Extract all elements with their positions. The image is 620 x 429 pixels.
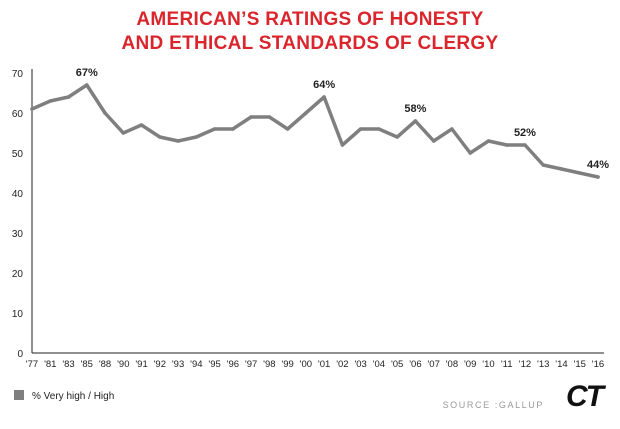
x-tick-label: '12 — [519, 359, 531, 370]
data-point — [413, 119, 418, 123]
data-point — [30, 107, 34, 111]
y-tick-labels: 0 10 20 30 40 50 60 70 — [12, 69, 24, 360]
x-tick-label: '97 — [245, 359, 257, 370]
x-tick-label: '10 — [482, 359, 494, 370]
x-tick-label: '01 — [318, 359, 330, 370]
data-label: 52% — [514, 127, 536, 139]
y-tick-label: 50 — [12, 149, 24, 160]
data-point — [431, 139, 436, 143]
x-tick-label: '11 — [501, 359, 513, 370]
data-point — [559, 167, 564, 171]
x-tick-label: '81 — [44, 359, 56, 370]
x-tick-labels: '77 '81 '83 '85 '88 '90 '91 '92 '93 '94 '95 '96 '97 '… — [26, 359, 604, 370]
x-tick-label: '83 — [62, 359, 74, 370]
chart-title-line-2: AND ETHICAL STANDARDS OF CLERGY — [122, 33, 499, 54]
data-point — [121, 131, 126, 135]
x-tick-label: '08 — [446, 359, 458, 370]
data-point — [249, 115, 253, 119]
x-tick-label: '93 — [172, 359, 184, 370]
data-point — [596, 175, 600, 179]
data-point — [66, 95, 71, 99]
data-point — [358, 127, 363, 131]
x-tick-label: '90 — [117, 359, 129, 370]
y-tick-label: 20 — [12, 269, 24, 280]
y-tick-label: 60 — [12, 109, 24, 120]
data-point — [212, 127, 217, 131]
y-tick-label: 30 — [12, 229, 24, 240]
data-label: 58% — [404, 103, 426, 115]
data-point — [504, 143, 509, 147]
x-tick-label: '04 — [373, 359, 385, 370]
series-line — [30, 83, 600, 179]
data-point — [541, 163, 546, 167]
legend-label: % Very high / High — [32, 391, 114, 402]
data-point — [285, 127, 290, 131]
data-label: 64% — [313, 79, 335, 91]
x-tick-label: '00 — [300, 359, 312, 370]
data-point — [486, 139, 491, 143]
x-tick-label: '91 — [135, 359, 147, 370]
source-note: SOURCE :GALLUP — [443, 400, 544, 410]
x-tick-label: '14 — [555, 359, 567, 370]
data-point — [84, 83, 89, 87]
x-tick-label: '02 — [336, 359, 348, 370]
x-tick-label: '98 — [263, 359, 275, 370]
data-point — [304, 111, 308, 115]
x-tick-label: '06 — [409, 359, 421, 370]
data-point — [395, 135, 399, 139]
x-tick-label: '94 — [190, 359, 202, 370]
x-tick-label: '07 — [427, 359, 439, 370]
x-tick-label: '99 — [281, 359, 293, 370]
ct-logo: CT — [566, 380, 607, 413]
data-point — [139, 123, 144, 127]
data-point — [48, 99, 53, 103]
x-tick-label: '95 — [208, 359, 220, 370]
data-point — [231, 127, 235, 131]
chart-title-line-1: AMERICAN’S RATINGS OF HONESTY — [136, 9, 483, 30]
y-tick-label: 40 — [12, 189, 24, 200]
legend-swatch — [14, 390, 24, 400]
x-tick-label: '96 — [227, 359, 239, 370]
data-point — [176, 139, 180, 143]
y-tick-label: 70 — [12, 69, 24, 80]
data-point — [103, 111, 107, 115]
data-point — [194, 135, 199, 139]
data-point — [340, 143, 345, 147]
x-tick-label: '03 — [354, 359, 366, 370]
x-tick-label: '92 — [154, 359, 166, 370]
x-tick-label: '13 — [537, 359, 549, 370]
data-point — [468, 151, 472, 155]
x-tick-label: '16 — [592, 359, 604, 370]
x-tick-label: '85 — [81, 359, 93, 370]
data-labels: 67% 64% 58% 52% 44% — [76, 67, 609, 171]
data-point — [523, 143, 527, 147]
data-label: 44% — [587, 159, 609, 171]
series-group — [30, 83, 600, 179]
data-point — [450, 127, 454, 131]
x-tick-label: '09 — [464, 359, 476, 370]
data-point — [322, 95, 326, 99]
x-tick-label: '05 — [391, 359, 403, 370]
x-tick-label: '88 — [99, 359, 111, 370]
data-label: 67% — [76, 67, 98, 79]
x-tick-label: '15 — [574, 359, 586, 370]
data-point — [158, 135, 162, 139]
data-point — [377, 127, 381, 131]
x-tick-label: '77 — [26, 359, 38, 370]
y-tick-label: 0 — [17, 349, 23, 360]
y-tick-label: 10 — [12, 309, 24, 320]
data-point — [267, 115, 272, 119]
data-point — [577, 171, 582, 175]
